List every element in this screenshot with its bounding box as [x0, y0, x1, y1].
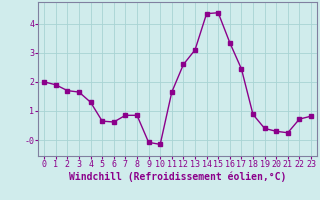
- X-axis label: Windchill (Refroidissement éolien,°C): Windchill (Refroidissement éolien,°C): [69, 172, 286, 182]
